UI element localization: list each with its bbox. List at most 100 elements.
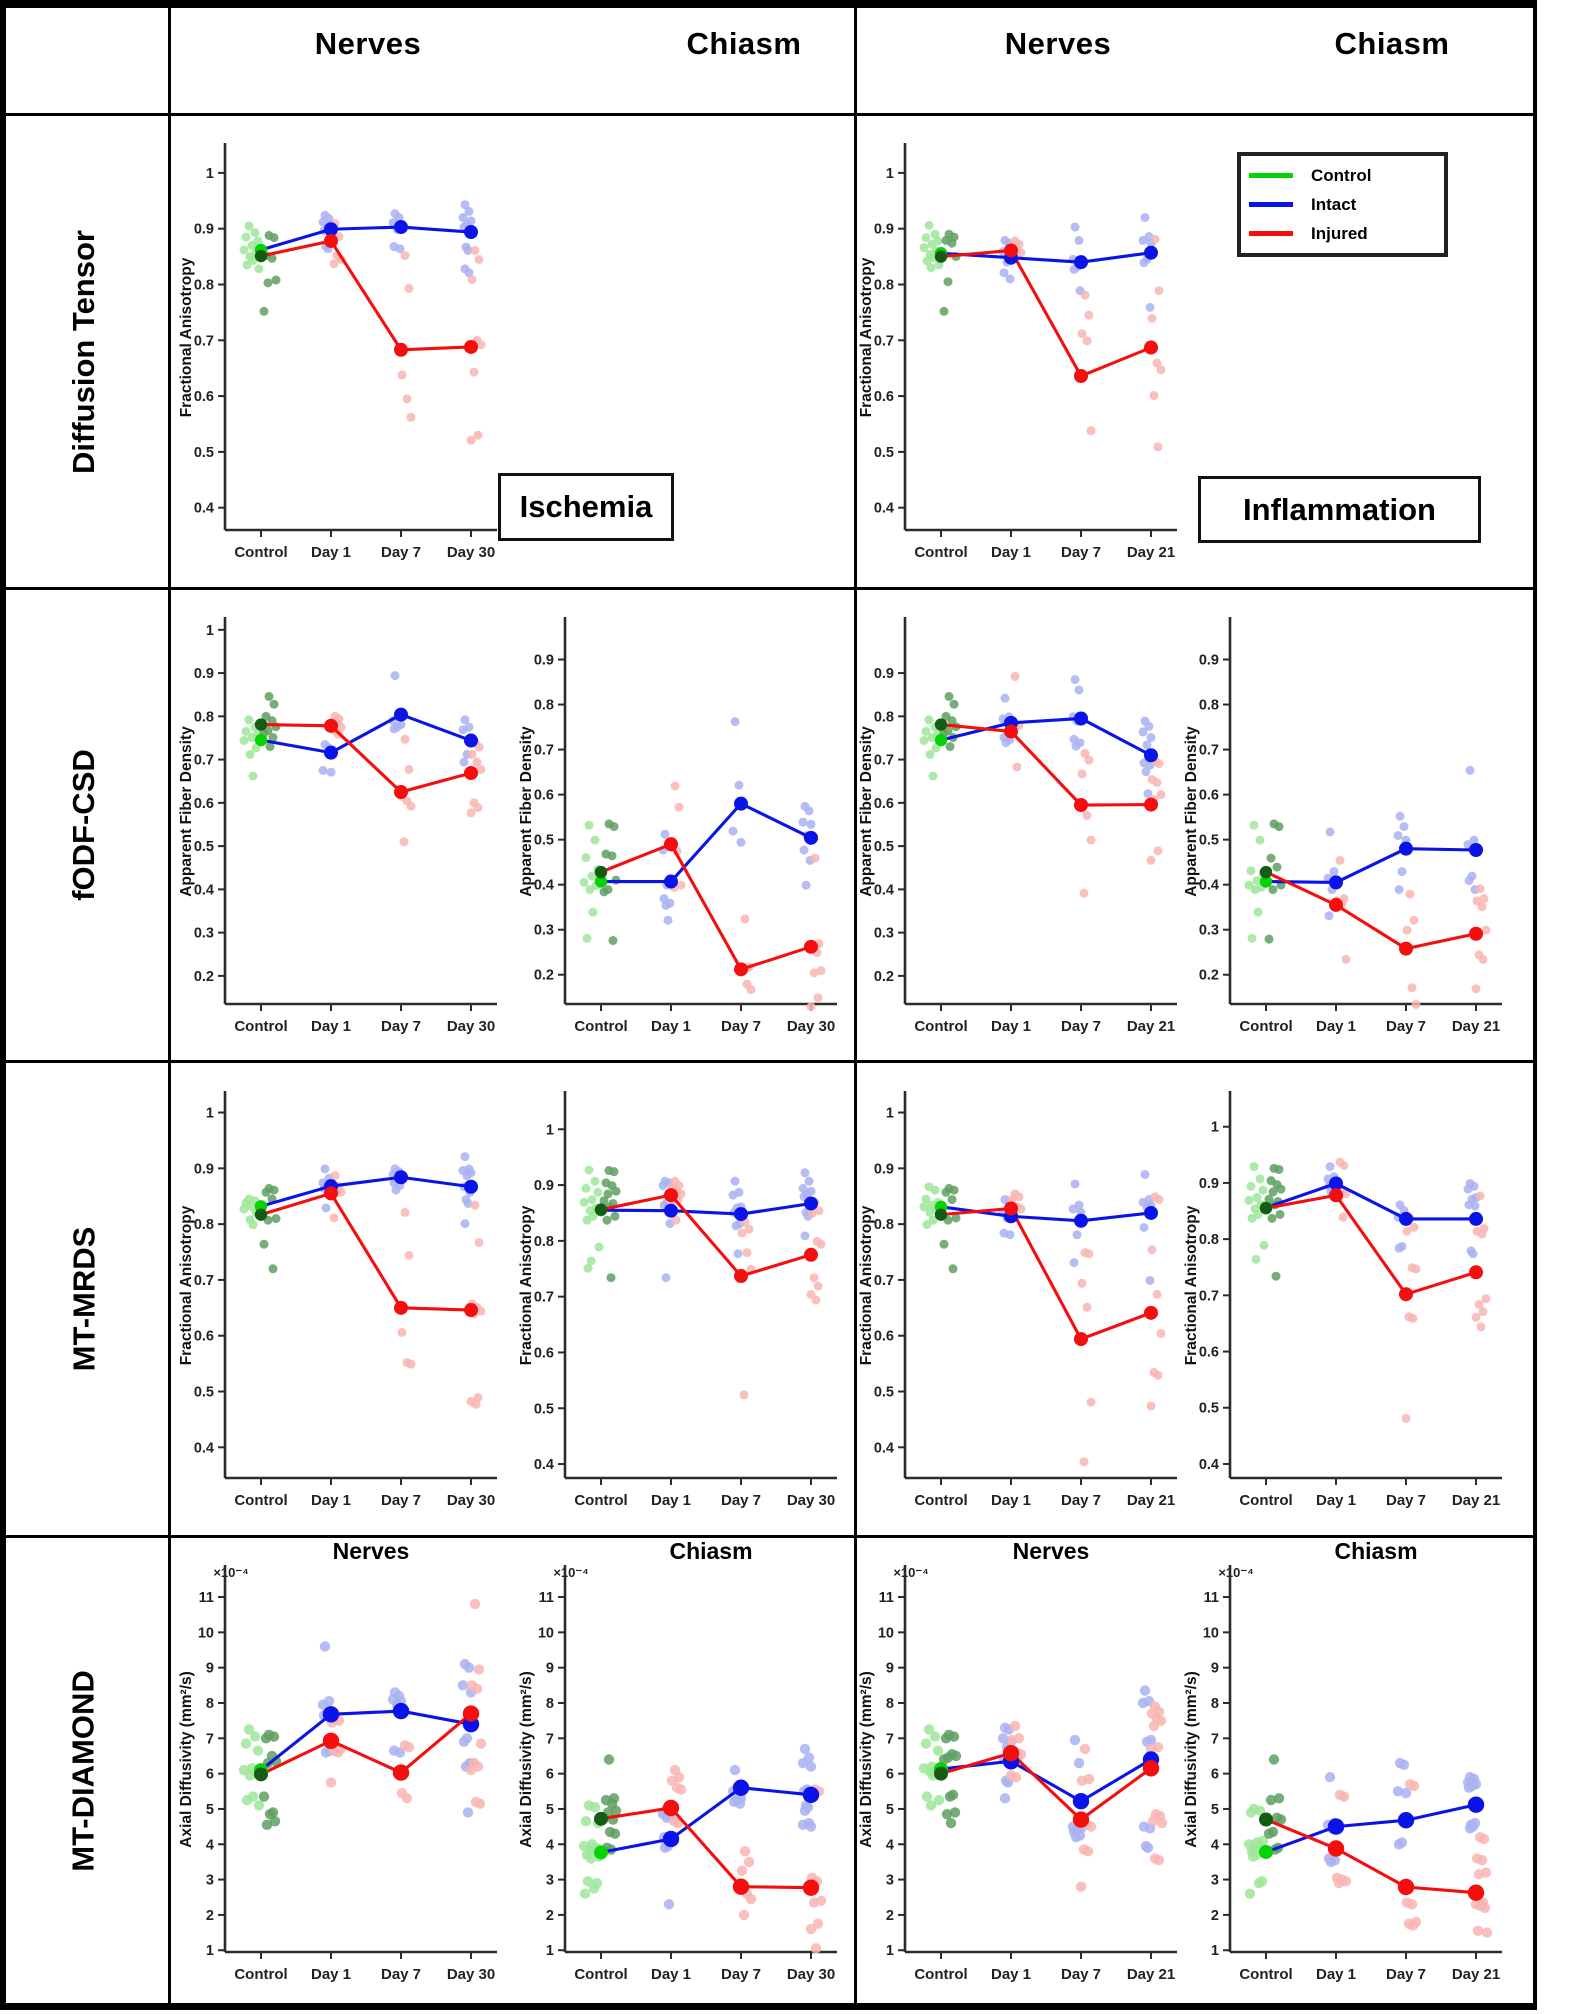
svg-text:Control: Control bbox=[914, 1018, 967, 1035]
svg-text:Day 7: Day 7 bbox=[1061, 1966, 1101, 1983]
svg-text:0.6: 0.6 bbox=[534, 1345, 554, 1361]
svg-text:4: 4 bbox=[546, 1837, 554, 1853]
svg-text:0.2: 0.2 bbox=[194, 969, 214, 985]
svg-text:3: 3 bbox=[886, 1873, 894, 1889]
legend-item-intact: Intact bbox=[1249, 195, 1436, 215]
svg-text:0.7: 0.7 bbox=[874, 753, 894, 769]
plot-fodf-nerves-ischemia: Apparent Fiber Density 0.2 0.3 0.4 0.5 0.6 0.7… bbox=[178, 617, 497, 1035]
svg-text:2: 2 bbox=[886, 1908, 894, 1924]
svg-text:0.4: 0.4 bbox=[1199, 1457, 1219, 1473]
svg-text:0.6: 0.6 bbox=[534, 788, 554, 804]
svg-text:Axial Diffusivity (mm²/s): Axial Diffusivity (mm²/s) bbox=[1183, 1671, 1200, 1848]
svg-text:Control: Control bbox=[234, 544, 287, 561]
svg-text:5: 5 bbox=[206, 1802, 214, 1818]
svg-text:Day 1: Day 1 bbox=[991, 1492, 1031, 1509]
svg-text:9: 9 bbox=[206, 1661, 214, 1677]
svg-text:Fractional Anisotropy: Fractional Anisotropy bbox=[858, 257, 875, 417]
header-chiasm-ischemia: Chiasm bbox=[686, 26, 802, 61]
svg-text:1: 1 bbox=[206, 1106, 214, 1122]
svg-text:0.4: 0.4 bbox=[194, 1440, 214, 1456]
svg-text:7: 7 bbox=[546, 1731, 554, 1747]
svg-text:0.6: 0.6 bbox=[194, 796, 214, 812]
svg-text:9: 9 bbox=[1211, 1661, 1219, 1677]
svg-text:6: 6 bbox=[206, 1767, 214, 1783]
svg-text:0.5: 0.5 bbox=[1199, 1401, 1219, 1417]
svg-text:0.3: 0.3 bbox=[194, 926, 214, 942]
grid-line-mid bbox=[854, 0, 857, 2006]
svg-text:5: 5 bbox=[1211, 1802, 1219, 1818]
svg-text:0.7: 0.7 bbox=[534, 743, 554, 759]
plot-dt-nerves-inflammation: Fractional Anisotropy 0.4 0.5 0.6 0.7 0.8 0.9 1… bbox=[858, 143, 1177, 561]
svg-text:Control: Control bbox=[234, 1018, 287, 1035]
row-label-fodf-csd: fODF-CSD bbox=[0, 590, 168, 1060]
svg-text:Control: Control bbox=[1239, 1966, 1292, 1983]
plot-fodf-chiasm-inflammation: Apparent Fiber Density 0.2 0.3 0.4 0.5 0.6 0.7… bbox=[1183, 617, 1502, 1035]
svg-text:Day 1: Day 1 bbox=[991, 544, 1031, 561]
svg-text:0.5: 0.5 bbox=[874, 1385, 894, 1401]
svg-text:Day 21: Day 21 bbox=[1127, 1018, 1175, 1035]
svg-text:Control: Control bbox=[914, 1966, 967, 1983]
svg-text:0.2: 0.2 bbox=[874, 969, 894, 985]
svg-text:Day 7: Day 7 bbox=[1061, 1492, 1101, 1509]
svg-text:1: 1 bbox=[546, 1122, 554, 1138]
svg-text:2: 2 bbox=[206, 1908, 214, 1924]
svg-text:0.2: 0.2 bbox=[534, 968, 554, 984]
plot-mrds-nerves-ischemia: Fractional Anisotropy 0.4 0.5 0.6 0.7 0.8 0.9 1… bbox=[178, 1091, 497, 1509]
svg-text:0.6: 0.6 bbox=[874, 796, 894, 812]
svg-text:0.4: 0.4 bbox=[874, 882, 894, 898]
svg-text:Control: Control bbox=[234, 1492, 287, 1509]
svg-text:3: 3 bbox=[1211, 1873, 1219, 1889]
svg-text:4: 4 bbox=[1211, 1837, 1219, 1853]
ischemia-box: Ischemia bbox=[498, 473, 674, 541]
svg-text:2: 2 bbox=[1211, 1908, 1219, 1924]
svg-text:0.8: 0.8 bbox=[194, 709, 214, 725]
svg-text:Day 1: Day 1 bbox=[311, 1492, 351, 1509]
svg-text:1: 1 bbox=[886, 1943, 894, 1959]
svg-text:Day 30: Day 30 bbox=[447, 1966, 495, 1983]
svg-text:Control: Control bbox=[574, 1966, 627, 1983]
svg-text:Day 7: Day 7 bbox=[1061, 544, 1101, 561]
svg-text:0.5: 0.5 bbox=[874, 839, 894, 855]
svg-text:Day 7: Day 7 bbox=[1386, 1966, 1426, 1983]
svg-text:Day 7: Day 7 bbox=[721, 1492, 761, 1509]
svg-text:3: 3 bbox=[546, 1873, 554, 1889]
svg-text:Chiasm: Chiasm bbox=[1334, 1538, 1417, 1564]
svg-text:0.5: 0.5 bbox=[194, 1385, 214, 1401]
grid-line-header bbox=[0, 113, 1537, 116]
row-label-mt-mrds: MT-MRDS bbox=[0, 1063, 168, 1535]
svg-text:0.2: 0.2 bbox=[1199, 968, 1219, 984]
svg-text:6: 6 bbox=[546, 1767, 554, 1783]
svg-text:0.9: 0.9 bbox=[874, 666, 894, 682]
svg-text:Fractional Anisotropy: Fractional Anisotropy bbox=[178, 257, 195, 417]
outer-border-right bbox=[1533, 0, 1537, 2010]
svg-text:Axial Diffusivity (mm²/s): Axial Diffusivity (mm²/s) bbox=[858, 1671, 875, 1848]
svg-text:Control: Control bbox=[574, 1492, 627, 1509]
svg-text:0.6: 0.6 bbox=[1199, 1345, 1219, 1361]
svg-text:Day 21: Day 21 bbox=[1127, 1492, 1175, 1509]
header-nerves-inflammation: Nerves bbox=[1004, 26, 1112, 61]
svg-text:1: 1 bbox=[886, 166, 894, 182]
legend-item-control: Control bbox=[1249, 166, 1436, 186]
svg-text:Control: Control bbox=[1239, 1018, 1292, 1035]
plot-fodf-nerves-inflammation: Apparent Fiber Density 0.2 0.3 0.4 0.5 0.6 0.7… bbox=[858, 617, 1177, 1035]
svg-text:0.9: 0.9 bbox=[1199, 1176, 1219, 1192]
plot-fodf-chiasm-ischemia: Apparent Fiber Density 0.2 0.3 0.4 0.5 0.6 0.7… bbox=[518, 617, 837, 1035]
svg-text:0.5: 0.5 bbox=[194, 839, 214, 855]
plot-mrds-chiasm-inflammation: Fractional Anisotropy 0.4 0.5 0.6 0.7 0.8 0.9 1… bbox=[1183, 1091, 1502, 1509]
svg-text:×10⁻⁴: ×10⁻⁴ bbox=[553, 1565, 588, 1580]
svg-text:0.7: 0.7 bbox=[1199, 743, 1219, 759]
svg-text:0.5: 0.5 bbox=[194, 445, 214, 461]
svg-text:×10⁻⁴: ×10⁻⁴ bbox=[213, 1565, 248, 1580]
svg-text:8: 8 bbox=[1211, 1696, 1219, 1712]
svg-text:0.8: 0.8 bbox=[874, 1217, 894, 1233]
svg-text:Fractional Anisotropy: Fractional Anisotropy bbox=[1183, 1205, 1200, 1365]
svg-text:6: 6 bbox=[1211, 1767, 1219, 1783]
svg-text:Apparent Fiber Density: Apparent Fiber Density bbox=[518, 726, 535, 897]
svg-text:0.7: 0.7 bbox=[194, 1273, 214, 1289]
svg-text:4: 4 bbox=[206, 1837, 214, 1853]
svg-text:6: 6 bbox=[886, 1767, 894, 1783]
row-label-mt-diamond: MT-DIAMOND bbox=[0, 1538, 168, 2003]
svg-text:Day 7: Day 7 bbox=[1386, 1018, 1426, 1035]
svg-text:Control: Control bbox=[1239, 1492, 1292, 1509]
svg-text:0.8: 0.8 bbox=[194, 1217, 214, 1233]
